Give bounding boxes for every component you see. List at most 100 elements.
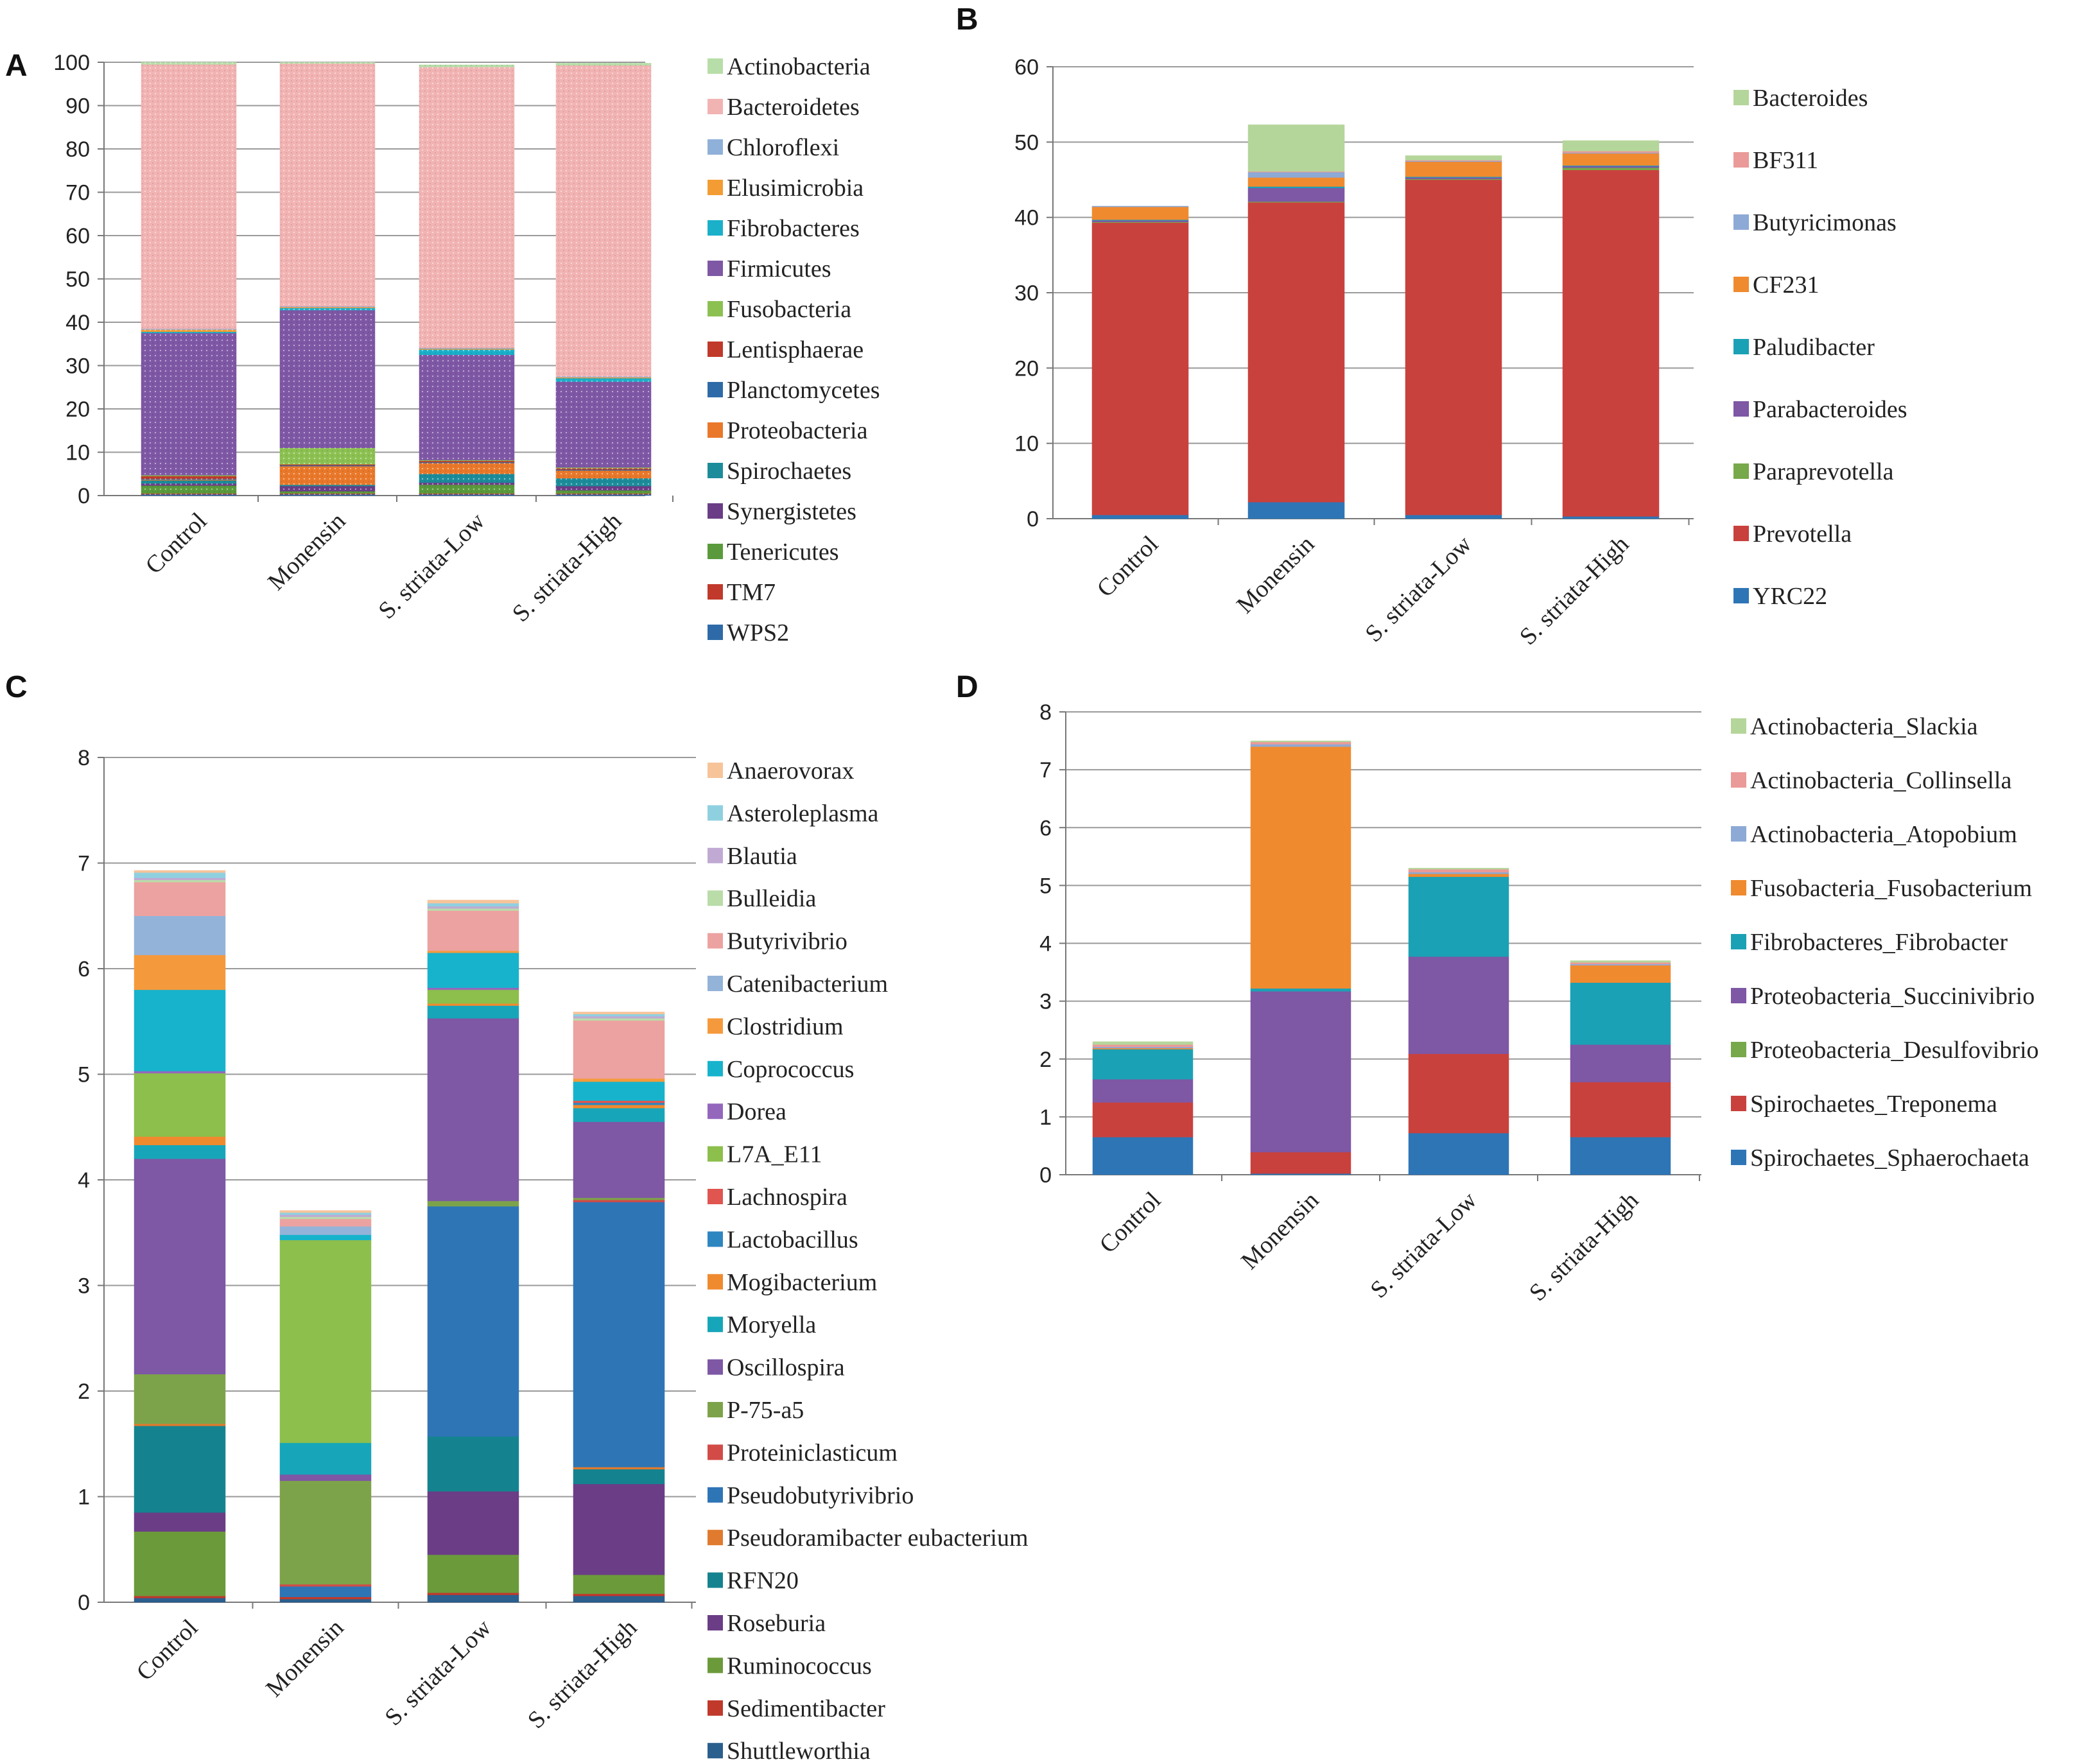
bar-texture — [141, 480, 236, 484]
legend-swatch-roseburia — [708, 1615, 723, 1630]
y-tick-label: 1 — [1039, 1105, 1052, 1130]
legend-swatch-fusobacteria-fusobacterium — [1731, 880, 1746, 895]
y-tick-label: 90 — [65, 94, 90, 119]
bar-segment-shuttleworthia-s-striata-low — [427, 1595, 519, 1603]
y-tick-label: 1 — [78, 1485, 90, 1510]
legend-swatch-bf311 — [1733, 152, 1749, 168]
bar-texture — [280, 465, 375, 467]
bar-segment-cf231-s-striata-high — [1562, 153, 1660, 166]
y-tick-label: 7 — [1039, 758, 1052, 783]
bar-segment-cf231-s-striata-low — [1405, 161, 1502, 177]
bar-segment-fibrobacteres-fibrobacter-monensin — [1250, 988, 1351, 992]
bar-texture — [280, 464, 375, 465]
bar-segment-bf311-s-striata-high — [1562, 151, 1660, 153]
legend-swatch-shuttleworthia — [708, 1743, 723, 1759]
bar-segment-asteroleplasma-s-striata-low — [427, 903, 519, 907]
bar-segment-asteroleplasma-monensin — [279, 1212, 372, 1215]
y-tick-label: 100 — [53, 51, 90, 75]
x-category-label: S. striata-Low — [1365, 1186, 1482, 1303]
bar-texture — [419, 494, 514, 496]
legend-label-bf311: BF311 — [1753, 147, 1818, 174]
y-tick-label: 20 — [1014, 356, 1039, 381]
legend-swatch-yrc22 — [1733, 588, 1749, 603]
bar-segment-actinobacteria-slackia-s-striata-high — [1570, 960, 1671, 963]
bar-segment-blautia-s-striata-low — [427, 906, 519, 909]
bar-segment-coprococcus-s-striata-low — [427, 953, 519, 988]
y-tick-label: 50 — [65, 268, 90, 292]
bar-segment-spirochaetes-treponema-control — [1092, 1102, 1194, 1137]
y-tick-label: 6 — [78, 957, 90, 981]
bar-segment-actinobacteria-atopobium-monensin — [1250, 744, 1351, 747]
bar-segment-parabacteroides-s-striata-low — [1405, 177, 1502, 180]
bar-texture — [556, 378, 651, 382]
bar-segment-spirochaetes-sphaerochaeta-control — [1092, 1137, 1194, 1175]
bar-segment-butyrivibrio-monensin — [279, 1218, 372, 1227]
legend-label-spirochaetes-treponema: Spirochaetes_Treponema — [1750, 1091, 1997, 1118]
bar-texture — [419, 65, 514, 67]
y-tick-label: 8 — [78, 746, 90, 770]
bar-texture — [141, 478, 236, 480]
bar-segment-blautia-control — [134, 878, 226, 881]
legend-swatch-paraprevotella — [1733, 463, 1749, 479]
bar-segment-ruminococcus-s-striata-low — [427, 1554, 519, 1593]
y-tick-label: 0 — [1039, 1163, 1052, 1188]
legend-label-fusobacteria: Fusobacteria — [727, 296, 851, 323]
legend-label-proteobacteria-succinivibrio: Proteobacteria_Succinivibrio — [1750, 983, 2035, 1010]
bar-segment-fibrobacteres-fibrobacter-s-striata-high — [1570, 982, 1671, 1045]
legend-swatch-chloroflexi — [708, 139, 723, 155]
bar-segment-bulleidia-s-striata-high — [573, 1018, 665, 1021]
bar-segment-rfn20-s-striata-high — [573, 1469, 665, 1485]
bar-texture — [556, 63, 651, 65]
bar-segment-paraprevotella-s-striata-high — [1562, 167, 1660, 170]
y-tick-label: 60 — [65, 224, 90, 248]
bar-segment-bulleidia-monensin — [279, 1216, 372, 1220]
legend-swatch-p-75-a5 — [708, 1402, 723, 1417]
legend-label-spirochaetes: Spirochaetes — [727, 458, 851, 485]
legend-label-clostridium: Clostridium — [727, 1013, 844, 1040]
legend-label-oscillospira: Oscillospira — [727, 1354, 845, 1381]
bar-segment-roseburia-s-striata-low — [427, 1491, 519, 1555]
y-tick-label: 4 — [78, 1168, 90, 1193]
legend-label-shuttleworthia: Shuttleworthia — [727, 1738, 871, 1764]
bar-segment-cf231-monensin — [1247, 177, 1345, 187]
y-tick-label: 8 — [1039, 700, 1052, 725]
bar-segment-actinobacteria-collinsella-s-striata-low — [1408, 869, 1509, 872]
legend-swatch-rfn20 — [708, 1572, 723, 1588]
y-tick-label: 70 — [65, 181, 90, 205]
legend-swatch-parabacteroides — [1733, 401, 1749, 417]
legend-label-ruminococcus: Ruminococcus — [727, 1652, 872, 1679]
bar-segment-catenibacterium-control — [134, 915, 226, 955]
bar-segment-cf231-control — [1091, 206, 1189, 220]
bar-segment-fusobacteria-fusobacterium-s-striata-high — [1570, 965, 1671, 983]
legend-label-planctomycetes: Planctomycetes — [727, 377, 880, 404]
y-tick-label: 40 — [1014, 206, 1039, 230]
bar-segment-pseudobutyrivibrio-s-striata-low — [427, 1206, 519, 1437]
bar-segment-fusobacteria-fusobacterium-control — [1092, 1048, 1194, 1050]
legend-label-pseudobutyrivibrio: Pseudobutyrivibrio — [727, 1482, 914, 1509]
bar-texture — [280, 485, 375, 487]
bar-segment-dorea-control — [134, 1071, 226, 1074]
legend-label-mogibacterium: Mogibacterium — [727, 1269, 877, 1296]
legend-swatch-planctomycetes — [708, 382, 723, 397]
bar-segment-coprococcus-monensin — [279, 1234, 372, 1241]
legend-label-chloroflexi: Chloroflexi — [727, 134, 839, 161]
bar-texture — [556, 470, 651, 478]
bar-segment-proteobacteria-succinivibrio-control — [1092, 1079, 1194, 1103]
bar-segment-spirochaetes-sphaerochaeta-monensin — [1250, 1173, 1351, 1175]
bar-segment-oscillospira-s-striata-low — [427, 1018, 519, 1202]
legend-label-rfn20: RFN20 — [727, 1568, 799, 1595]
y-tick-label: 3 — [78, 1274, 90, 1299]
bar-segment-roseburia-s-striata-high — [573, 1483, 665, 1575]
bar-segment-yrc22-control — [1091, 514, 1189, 519]
legend-label-proteobacteria-desulfovibrio: Proteobacteria_Desulfovibrio — [1750, 1037, 2039, 1064]
y-tick-label: 2 — [1039, 1048, 1052, 1072]
bar-segment-sedimentibacter-s-striata-low — [427, 1592, 519, 1595]
bar-segment-actinobacteria-atopobium-s-striata-high — [1570, 964, 1671, 965]
bar-texture — [556, 65, 651, 377]
y-tick-label: 10 — [65, 441, 90, 465]
bar-segment-blautia-s-striata-high — [573, 1016, 665, 1019]
y-tick-label: 3 — [1039, 990, 1052, 1014]
bar-segment-butyrivibrio-s-striata-high — [573, 1020, 665, 1079]
